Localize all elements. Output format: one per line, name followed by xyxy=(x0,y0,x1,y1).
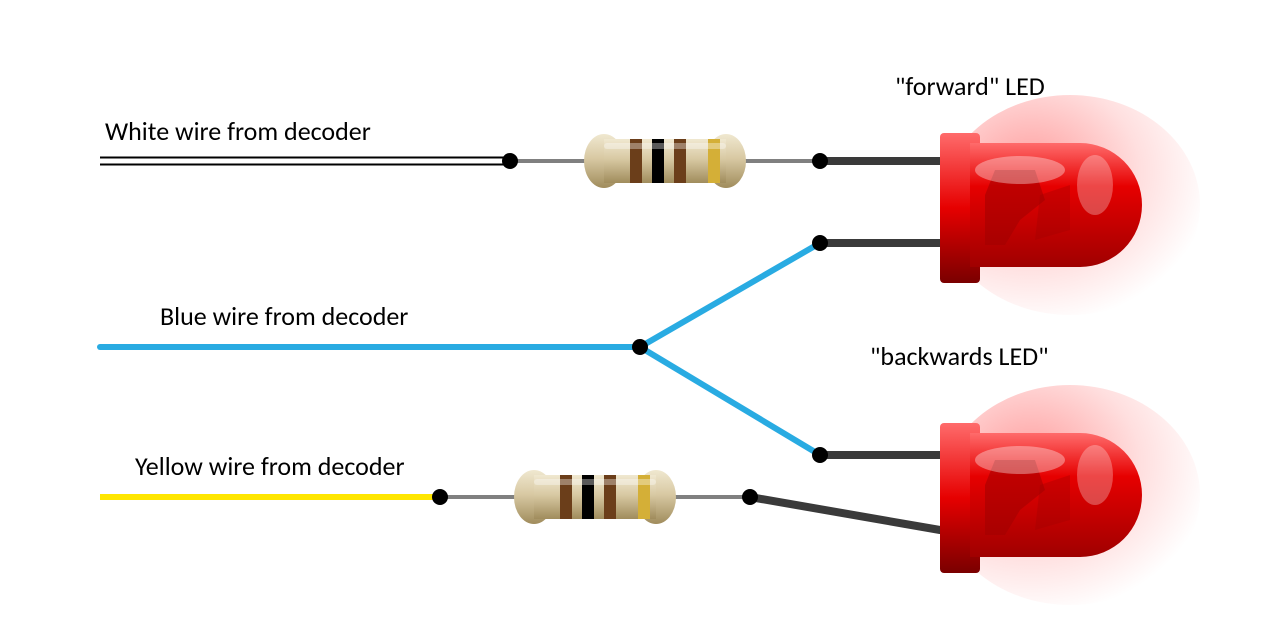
blue-wire-label: Blue wire from decoder xyxy=(160,300,408,332)
white-wire-label: White wire from decoder xyxy=(105,115,371,147)
back-led-label: "backwards LED" xyxy=(870,340,1049,372)
forward-led-label: "forward" LED xyxy=(895,70,1045,102)
yellow-wire-label: Yellow wire from decoder xyxy=(135,450,405,482)
